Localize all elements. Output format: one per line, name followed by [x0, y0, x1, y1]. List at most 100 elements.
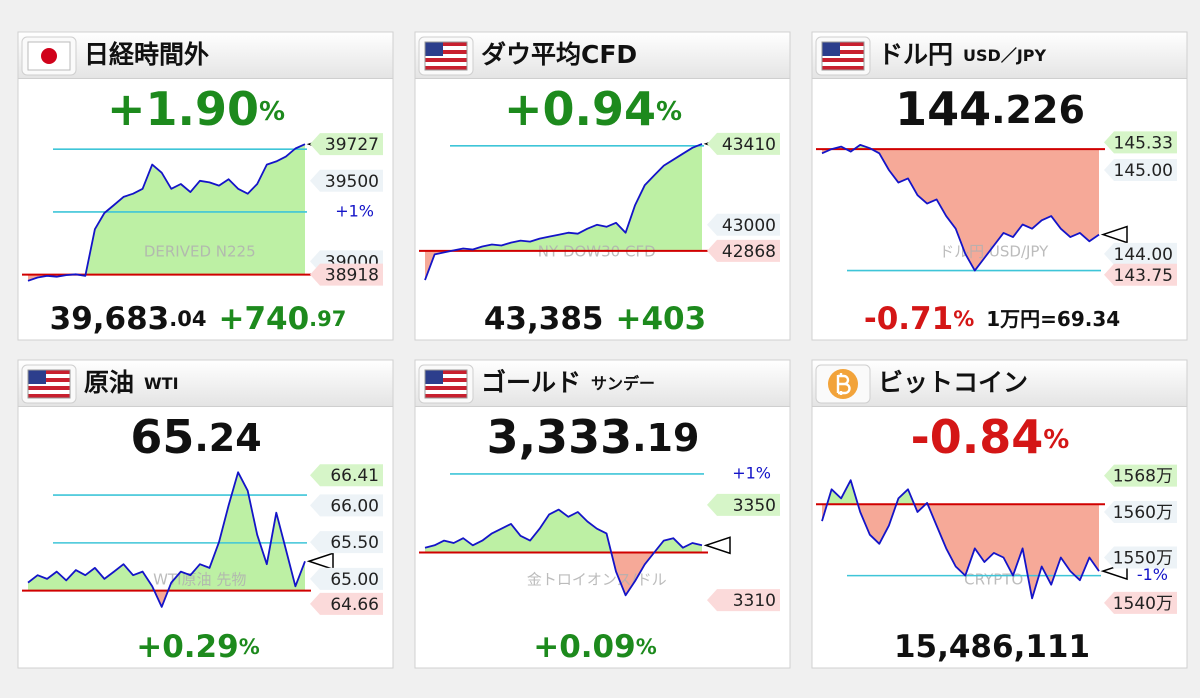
ticker-panel: ゴールド サンデー 3,333.19 金トロイオンス/ドル +1% 3350 3310 +0.…	[414, 359, 791, 669]
flag-stripe	[425, 62, 467, 66]
flag-stripe	[425, 58, 467, 62]
panel-header	[415, 32, 790, 79]
flag-stripe	[425, 390, 467, 394]
ticker-panel: ダウ平均CFD+0.94%NY DOW30 CFD434104300042868…	[414, 31, 791, 341]
subtitle: WTI	[144, 374, 179, 393]
value-part: %	[636, 635, 657, 659]
value-text: +0.29%	[136, 629, 260, 665]
area-up	[28, 144, 305, 275]
price-label: 3350	[733, 496, 776, 516]
price-label: 65.00	[330, 570, 379, 590]
flag-canton	[28, 370, 46, 384]
price-label-box	[1104, 464, 1177, 487]
ticker-panel: ビットコイン-0.84%CRYPTO -1%1568万1560万1550万1540…	[811, 359, 1188, 669]
panel-title: 原油 WTI	[84, 368, 179, 397]
panel-header	[18, 32, 393, 79]
price-label: 38918	[325, 266, 379, 286]
price-line	[424, 508, 703, 597]
value-text: 15,486,111	[894, 629, 1090, 665]
flag-stripe	[425, 382, 467, 386]
flag-stripe	[822, 42, 864, 46]
panel-title: ビットコイン	[878, 368, 1028, 397]
value-part: +0.29	[136, 629, 238, 665]
price-label-box	[1104, 501, 1177, 523]
price-label: 1540万	[1113, 594, 1173, 614]
price-label: 145.00	[1114, 161, 1173, 181]
area-up	[28, 472, 305, 591]
price-label-box	[310, 567, 383, 590]
flag-canton	[425, 42, 443, 56]
value-text: -0.71% 1万円=69.34	[864, 301, 1120, 337]
flag-stripe	[28, 374, 70, 378]
panel-title: ダウ平均CFD	[481, 40, 637, 69]
panel-title: ゴールド サンデー	[481, 368, 655, 397]
price-label: 43410	[722, 135, 776, 155]
area-down	[425, 552, 702, 596]
price-line	[821, 479, 1100, 600]
value-part: .24	[194, 416, 261, 460]
band-label: +1%	[732, 463, 771, 482]
price-label: 1568万	[1113, 467, 1173, 487]
price-label: 64.66	[330, 595, 379, 615]
price-label: 66.41	[330, 466, 379, 486]
flag-stripe	[425, 386, 467, 390]
price-label-box	[707, 239, 780, 262]
flag-stripe	[425, 378, 467, 382]
flag-stripe	[425, 374, 467, 378]
price-label: 1560万	[1113, 503, 1173, 523]
price-label: 145.33	[1114, 133, 1173, 153]
price-label: 65.50	[330, 533, 379, 553]
flag-frame	[27, 369, 71, 399]
value-text: 144.226	[895, 82, 1085, 136]
flag-frame	[424, 369, 468, 399]
value-part: -0.71	[864, 301, 953, 337]
flag-stripe	[822, 66, 864, 70]
coin-symbol	[836, 373, 851, 395]
price-label-box	[707, 213, 780, 236]
flag-stripe	[425, 46, 467, 50]
value-part: %	[1043, 425, 1069, 455]
flag-canton	[425, 370, 443, 384]
flag-stripe	[425, 66, 467, 70]
band-label: -1%	[1137, 565, 1168, 584]
area-down	[822, 149, 1099, 271]
value-text: 43,385 +403	[484, 301, 706, 337]
value-part: %	[239, 635, 260, 659]
title: 日経時間外	[84, 40, 209, 69]
flag-stripe	[28, 382, 70, 386]
value-part: +740	[218, 301, 309, 337]
value-text: 39,683.04 +740.97	[50, 301, 347, 337]
title: ダウ平均CFD	[481, 40, 637, 69]
flag-sun	[41, 48, 57, 64]
value-part: 65	[130, 410, 194, 464]
value-part: .04	[169, 307, 206, 331]
price-label: 39500	[325, 172, 379, 192]
area-down	[425, 250, 452, 281]
flag-stripe	[425, 54, 467, 58]
ticker-panel: 原油 WTI 65.24 WTI原油 先物 66.41 66.00 65.50 65.00 64…	[17, 359, 394, 669]
panel-header	[812, 32, 1187, 79]
price-label-box	[1104, 591, 1177, 614]
watermark: DERIVED N225	[144, 243, 256, 261]
value-part: %	[259, 97, 285, 127]
flag-frame	[821, 41, 865, 71]
panel-header	[18, 360, 393, 407]
band-label: +1%	[335, 201, 374, 220]
panel-header	[812, 360, 1187, 407]
flag-stripe	[28, 378, 70, 382]
last-arrow	[1100, 225, 1128, 244]
flag-stripe	[822, 50, 864, 54]
value-part: 15,486,111	[894, 629, 1090, 665]
flag-stripe	[425, 394, 467, 398]
flag-stripe	[28, 370, 70, 374]
price-label: 66.00	[330, 496, 379, 516]
value-part: +0.94	[504, 82, 656, 136]
value-text: 3,333.19	[487, 410, 700, 464]
value-part: +0.09	[533, 629, 635, 665]
value-text: +0.09%	[533, 629, 657, 665]
panel-header	[415, 360, 790, 407]
price-label-box	[1104, 546, 1177, 569]
watermark: 金トロイオンス/ドル	[527, 571, 667, 589]
value-part: 39,683	[50, 301, 170, 337]
